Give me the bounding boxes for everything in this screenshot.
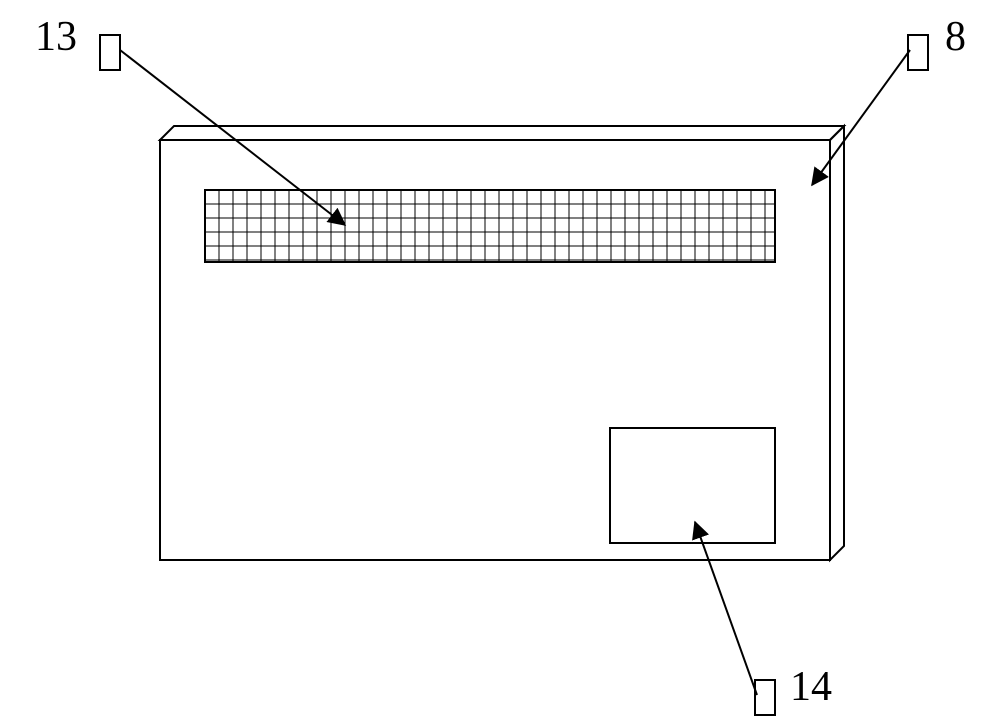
- callout-13: 13: [35, 14, 345, 225]
- device-top-face: [160, 126, 844, 140]
- grid-vent: [205, 190, 775, 262]
- callout-14: 14: [695, 522, 832, 715]
- device-right-face: [830, 126, 844, 560]
- callout-flag-8: [908, 35, 928, 70]
- callout-8: 8: [812, 14, 966, 185]
- callout-leader-8: [812, 50, 910, 185]
- callout-leader-14: [695, 522, 757, 695]
- small-panel: [610, 428, 775, 543]
- callout-flag-14: [755, 680, 775, 715]
- callout-label-8: 8: [945, 14, 966, 60]
- callout-label-13: 13: [35, 14, 77, 60]
- callout-flag-13: [100, 35, 120, 70]
- callout-label-14: 14: [790, 664, 832, 710]
